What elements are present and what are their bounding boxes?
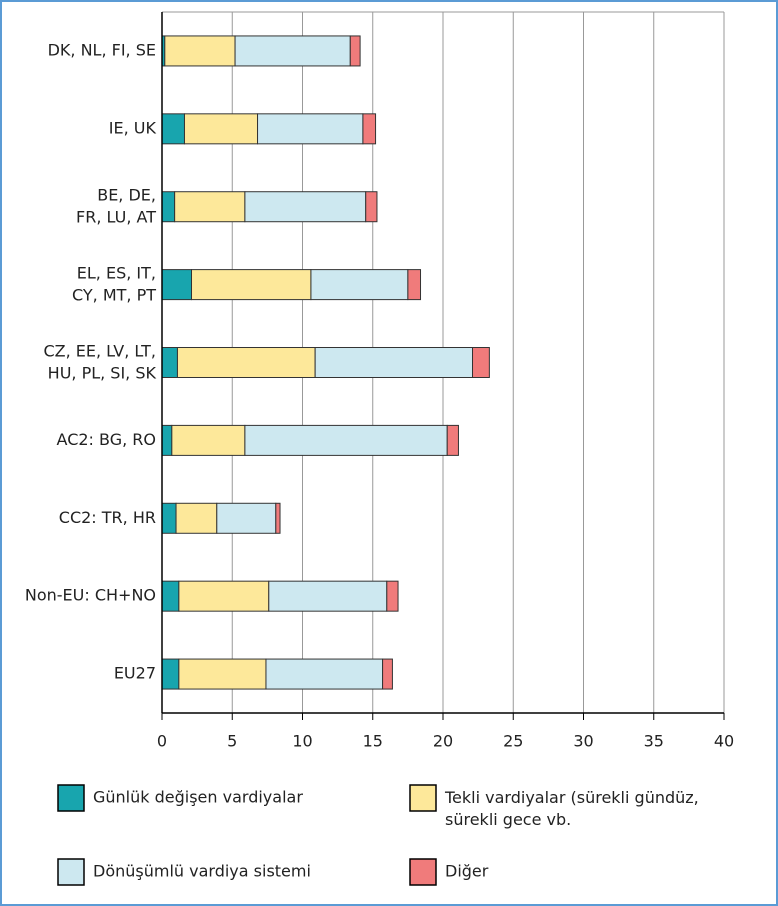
legend-label: Günlük değişen vardiyalar [93,788,303,807]
bar-segment [161,269,193,301]
bar-segment [164,35,236,67]
bar-segment [314,347,474,378]
y-tick-label: BE, DE, FR, LU, AT [76,185,156,226]
y-tick-label: AC2: BG, RO [57,430,156,449]
bar-segment [161,347,178,378]
bar-segment [407,269,422,301]
bar-segment [161,113,185,145]
y-tick-label: Non-EU: CH+NO [25,586,156,605]
bar-segment [310,269,409,301]
bar-segment [191,269,312,301]
x-tick-label: 15 [363,732,383,751]
bar-segment [234,35,351,67]
bar-segment [174,191,246,223]
y-tick-label: CZ, EE, LV, LT, HU, PL, SI, SK [43,341,156,382]
bar-segment [175,502,218,534]
bar-segment [161,502,177,534]
y-tick-label: CC2: TR, HR [59,508,156,527]
x-tick-label: 35 [644,732,664,751]
bar-segment [183,113,259,145]
bar-segment [171,424,246,456]
x-tick-label: 10 [292,732,312,751]
legend-swatch [57,858,85,886]
bar-segment [362,113,377,145]
bar-segment [244,424,448,456]
bar-segment [382,658,393,690]
y-tick-label: EL, ES, IT, CY, MT, PT [72,263,156,304]
bar-segment [446,424,459,456]
x-tick-label: 5 [227,732,237,751]
bar-segment [268,580,388,612]
x-tick-label: 0 [157,732,167,751]
x-tick-label: 25 [503,732,523,751]
bar-segment [244,191,367,223]
bar-segment [275,502,281,534]
legend-label: Dönüşümlü vardiya sistemi [93,862,311,881]
bar-segment [365,191,378,223]
bar-segment [386,580,399,612]
x-tick-label: 40 [714,732,734,751]
legend-swatch [57,784,85,812]
bar-segment [178,658,267,690]
bar-segment [161,191,176,223]
x-tick-label: 20 [433,732,453,751]
bar-segment [176,347,316,378]
bar-segment [161,580,180,612]
bar-segment [216,502,277,534]
bar-segment [257,113,364,145]
bar-segment [161,658,180,690]
bar-segment [349,35,361,67]
bar-segment [178,580,270,612]
y-tick-label: DK, NL, FI, SE [48,40,156,59]
y-tick-label: EU27 [114,664,156,683]
bar-segment [161,424,173,456]
legend-swatch [409,784,437,812]
x-tick-label: 30 [573,732,593,751]
legend-label: Tekli vardiyalar (sürekli gündüz, sürekli… [444,788,699,829]
bar-segment [265,658,384,690]
legend-swatch [409,858,437,886]
bar-segment [472,347,490,378]
legend-label: Diğer [445,862,489,881]
y-tick-label: IE, UK [109,118,157,137]
